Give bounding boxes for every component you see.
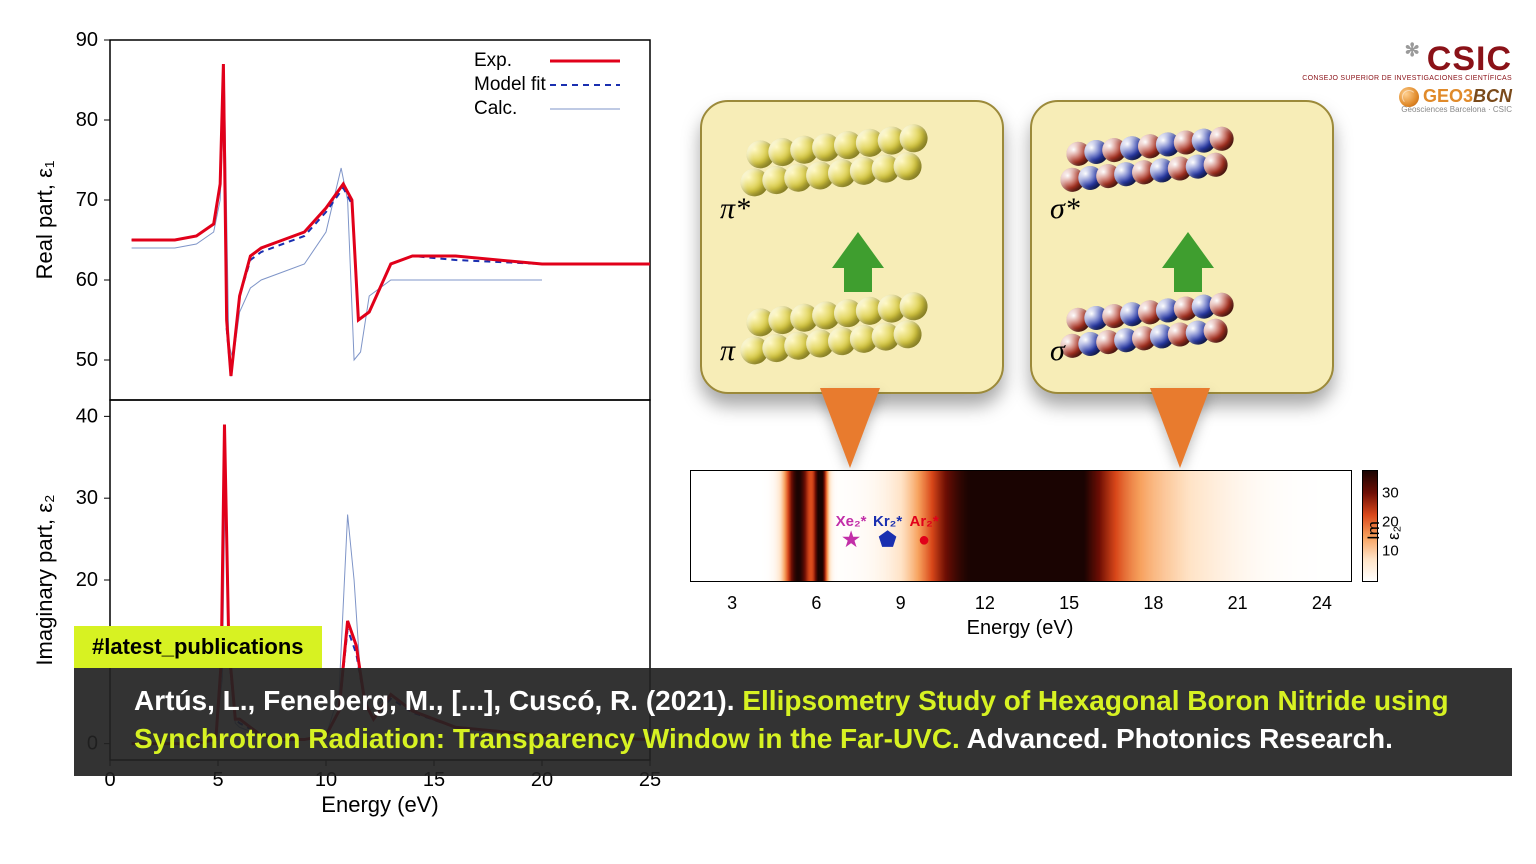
pi-label: π [720,334,735,368]
svg-text:Exp.: Exp. [474,50,512,71]
svg-text:50: 50 [76,349,98,371]
svg-text:60: 60 [76,269,98,291]
svg-text:30: 30 [76,487,98,509]
slide-canvas: 5060708090Real part, ε₁010203040Imaginar… [0,0,1536,864]
citation-authors: Artús, L., Feneberg, M., [...], Cuscó, R… [134,685,742,716]
marker-Xe₂*: Xe₂*★ [836,513,867,550]
geo-bcn: BCN [1473,86,1512,106]
marker-Ar₂*: Ar₂*● [910,513,939,550]
svg-text:80: 80 [76,109,98,131]
svg-text:90: 90 [76,30,98,51]
csic-text: CSIC [1427,40,1512,78]
marker-Kr₂*: Kr₂*⬟ [873,513,902,550]
geo-three: 3 [1463,86,1473,106]
heatmap: Xe₂*★Kr₂*⬟ Ar₂*● [690,470,1352,582]
svg-text:Real part, ε₁: Real part, ε₁ [32,161,57,280]
geo-text: GEO [1423,86,1463,106]
svg-text:Model fit: Model fit [474,74,547,95]
svg-text:Imaginary part, ε₂: Imaginary part, ε₂ [32,494,57,665]
callout-tail-left [820,388,880,468]
hashtag-badge: #latest_publications [74,626,322,668]
svg-text:20: 20 [76,569,98,591]
heatmap-xlabel: Energy (eV) [967,617,1074,640]
citation-suffix: Advanced. Photonics Research. [960,723,1393,754]
svg-text:70: 70 [76,189,98,211]
arrow-icon [1162,232,1214,268]
svg-text:Energy (eV): Energy (eV) [321,792,438,817]
right-figure: π* π σ* σ Xe₂*★Kr₂*⬟ Ar₂*● Energy (eV) 36… [690,100,1410,660]
caption-bar: Artús, L., Feneberg, M., [...], Cuscó, R… [74,668,1512,776]
heatmap-x-axis: Energy (eV) 3691215182124 [690,585,1350,635]
callout-pi: π* π [700,100,1004,394]
logos: ✻ CSIC CONSEJO SUPERIOR DE INVESTIGACION… [1302,40,1512,114]
callout-tail-right [1150,388,1210,468]
csic-logo: ✻ CSIC [1302,40,1512,79]
pi-star-label: π* [720,192,750,226]
sigma-label: σ [1050,334,1065,368]
geo3bcn-logo: GEO3BCN [1302,86,1512,107]
sigma-star-label: σ* [1050,192,1080,226]
citation-text: Artús, L., Feneberg, M., [...], Cuscó, R… [134,682,1452,758]
csic-subtitle: CONSEJO SUPERIOR DE INVESTIGACIONES CIEN… [1302,75,1512,82]
callout-sigma: σ* σ [1030,100,1334,394]
svg-text:Calc.: Calc. [474,98,517,119]
svg-text:40: 40 [76,405,98,427]
globe-icon [1399,87,1419,107]
arrow-icon [832,232,884,268]
